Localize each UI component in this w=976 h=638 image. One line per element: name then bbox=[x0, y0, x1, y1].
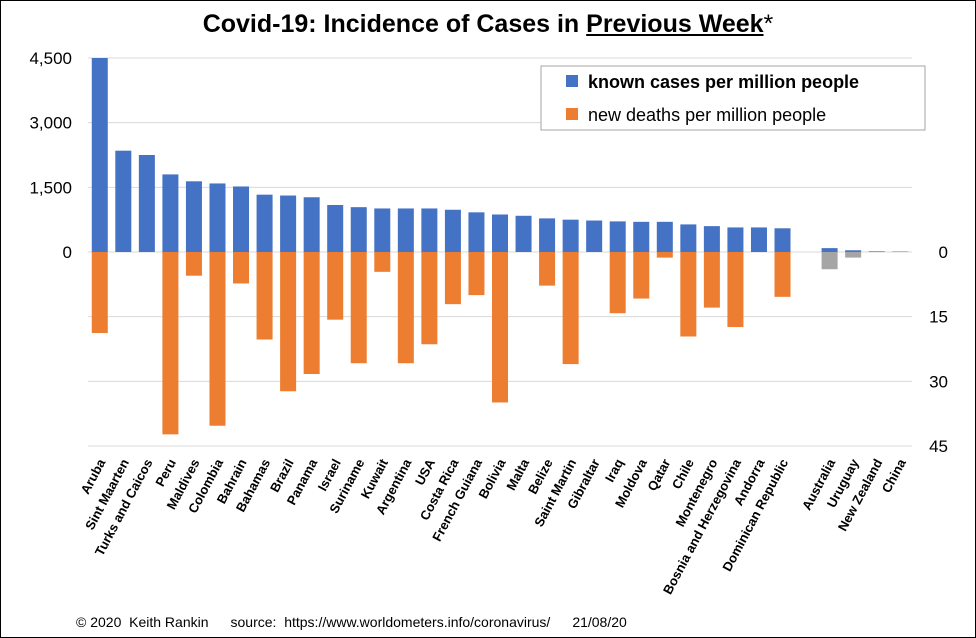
right-tick-label: 30 bbox=[929, 372, 948, 391]
deaths-bar bbox=[327, 252, 344, 320]
left-tick-label: 4,500 bbox=[29, 49, 72, 68]
chart-footer: © 2020 Keith Rankin source: https://www.w… bbox=[76, 614, 649, 630]
cases-bar bbox=[115, 150, 132, 252]
legend-box bbox=[540, 65, 926, 131]
cases-bar bbox=[138, 155, 155, 252]
cases-bar bbox=[280, 195, 297, 252]
legend-label-cases: known cases per million people bbox=[588, 72, 859, 92]
cases-bar bbox=[703, 226, 720, 252]
deaths-bar bbox=[421, 252, 438, 345]
deaths-bar bbox=[303, 252, 320, 375]
cases-bar bbox=[397, 208, 414, 252]
footer-date: 21/08/20 bbox=[572, 614, 627, 630]
right-tick-label: 45 bbox=[929, 437, 948, 456]
deaths-bar bbox=[397, 252, 414, 364]
deaths-bar bbox=[727, 252, 744, 328]
category-label: Iraq bbox=[602, 456, 626, 484]
cases-bar bbox=[162, 174, 179, 252]
deaths-bar bbox=[633, 252, 650, 299]
cases-bar bbox=[633, 221, 650, 252]
legend-swatch-deaths bbox=[566, 108, 578, 120]
cases-bar bbox=[821, 248, 838, 252]
cases-bar bbox=[256, 194, 273, 252]
deaths-bar bbox=[703, 252, 720, 308]
cases-bar bbox=[421, 208, 438, 252]
cases-bar bbox=[327, 205, 344, 252]
cases-bar bbox=[539, 218, 556, 252]
deaths-bar bbox=[562, 252, 579, 365]
cases-bar bbox=[562, 219, 579, 252]
right-tick-label: 15 bbox=[929, 308, 948, 327]
cases-bar bbox=[868, 251, 885, 252]
cases-bar bbox=[656, 221, 673, 252]
deaths-bar bbox=[256, 252, 273, 340]
title-underlined: Previous Week bbox=[586, 10, 764, 38]
deaths-bar bbox=[374, 252, 391, 272]
deaths-bar bbox=[539, 252, 556, 286]
deaths-bar bbox=[491, 252, 509, 403]
title-main: Covid-19: Incidence of Cases in bbox=[202, 10, 587, 38]
cases-bar bbox=[586, 220, 603, 252]
deaths-bar bbox=[609, 252, 626, 314]
title-asterisk: * bbox=[763, 10, 774, 38]
deaths-bar bbox=[680, 252, 697, 337]
deaths-bar bbox=[444, 252, 461, 305]
deaths-bar bbox=[774, 252, 791, 297]
legend-label-deaths: new deaths per million people bbox=[588, 105, 826, 125]
cases-bar bbox=[727, 227, 744, 252]
deaths-bar bbox=[233, 252, 250, 284]
deaths-bar bbox=[162, 252, 179, 435]
cases-bar bbox=[515, 215, 532, 252]
deaths-bar bbox=[209, 252, 226, 426]
deaths-bar bbox=[821, 252, 838, 270]
deaths-bar bbox=[280, 252, 297, 392]
cases-bar bbox=[680, 224, 697, 252]
deaths-bar bbox=[91, 252, 108, 334]
category-label: Qatar bbox=[644, 456, 673, 493]
cases-bar bbox=[185, 181, 202, 252]
cases-bar bbox=[444, 209, 461, 252]
left-tick-label: 3,000 bbox=[29, 114, 72, 133]
cases-bar bbox=[91, 58, 108, 252]
left-tick-label: 1,500 bbox=[29, 178, 72, 197]
cases-bar bbox=[303, 197, 320, 252]
cases-bar bbox=[491, 214, 509, 252]
deaths-bar bbox=[468, 252, 485, 296]
cases-bar bbox=[374, 208, 391, 252]
footer-copyright: © 2020 Keith Rankin bbox=[76, 614, 209, 630]
cases-bar bbox=[750, 227, 767, 252]
left-tick-label: 0 bbox=[63, 243, 72, 262]
cases-bar bbox=[845, 250, 862, 252]
chart-title: Covid-19: Incidence of Cases in Previous… bbox=[0, 10, 976, 39]
right-tick-label: 0 bbox=[939, 243, 948, 262]
cases-bar bbox=[233, 186, 250, 252]
cases-bar bbox=[609, 221, 626, 252]
category-label: China bbox=[879, 456, 910, 496]
deaths-bar bbox=[656, 252, 673, 258]
deaths-bar bbox=[350, 252, 367, 364]
footer-source: source: https://www.worldometers.info/co… bbox=[230, 614, 551, 630]
deaths-bar bbox=[845, 252, 862, 258]
legend-swatch-cases bbox=[566, 75, 578, 87]
deaths-bar bbox=[185, 252, 202, 276]
cases-bar bbox=[774, 228, 791, 252]
cases-bar bbox=[350, 207, 367, 252]
cases-bar bbox=[468, 212, 485, 252]
cases-bar bbox=[209, 183, 226, 252]
